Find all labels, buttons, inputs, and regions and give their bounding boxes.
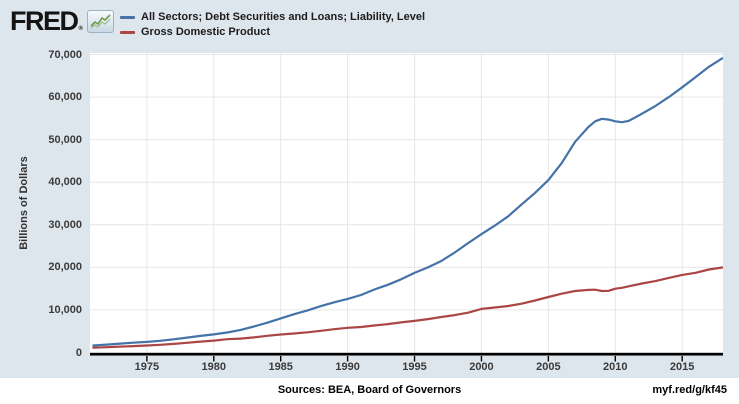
- x-tick-label: 1990: [335, 361, 360, 373]
- y-tick-label: 70,000: [48, 48, 82, 61]
- fred-logo-text: FRED: [10, 6, 79, 36]
- x-tick-label: 2000: [469, 361, 494, 373]
- x-tick-label: 2005: [536, 361, 561, 373]
- x-tick-label: 1975: [134, 361, 160, 373]
- x-tick-label: 1985: [268, 361, 293, 373]
- sources-note: Sources: BEA, Board of Governors: [277, 384, 462, 396]
- fred-logo: FRED ®: [10, 6, 114, 36]
- legend-item: Gross Domestic Product: [120, 25, 425, 39]
- x-axis-line: [90, 352, 723, 356]
- y-tick-label: 50,000: [48, 133, 82, 146]
- fred-logo-chart-icon: [86, 9, 114, 33]
- legend-item: All Sectors; Debt Securities and Loans; …: [120, 10, 425, 24]
- y-tick-label: 0: [75, 346, 82, 359]
- y-axis-title: Billions of Dollars: [18, 156, 30, 250]
- x-tick-label: 2010: [603, 361, 628, 373]
- footer-bar: Sources: BEA, Board of Governors myf.red…: [0, 378, 739, 404]
- plot-area: [90, 53, 723, 362]
- y-tick-label: 10,000: [48, 303, 82, 316]
- registered-mark: ®: [78, 26, 83, 32]
- legend-swatch-icon: [120, 30, 135, 34]
- y-tick-label: 40,000: [48, 176, 82, 189]
- y-tick-label: 20,000: [48, 261, 82, 274]
- legend-label: Gross Domestic Product: [141, 26, 270, 38]
- y-tick-label: 30,000: [48, 218, 82, 231]
- x-tick-label: 2015: [669, 361, 695, 373]
- permalink-text: myf.red/g/kf45: [652, 384, 727, 396]
- chart-legend: All Sectors; Debt Securities and Loans; …: [120, 10, 425, 40]
- y-tick-label: 60,000: [48, 91, 82, 104]
- x-tick-label: 1995: [402, 361, 427, 373]
- gdp-line-series: [92, 266, 723, 349]
- debt-line-series: [92, 57, 723, 347]
- legend-swatch-icon: [120, 15, 135, 19]
- x-tick-label: 1980: [201, 361, 227, 373]
- plot-background: [90, 53, 723, 356]
- legend-label: All Sectors; Debt Securities and Loans; …: [141, 11, 426, 23]
